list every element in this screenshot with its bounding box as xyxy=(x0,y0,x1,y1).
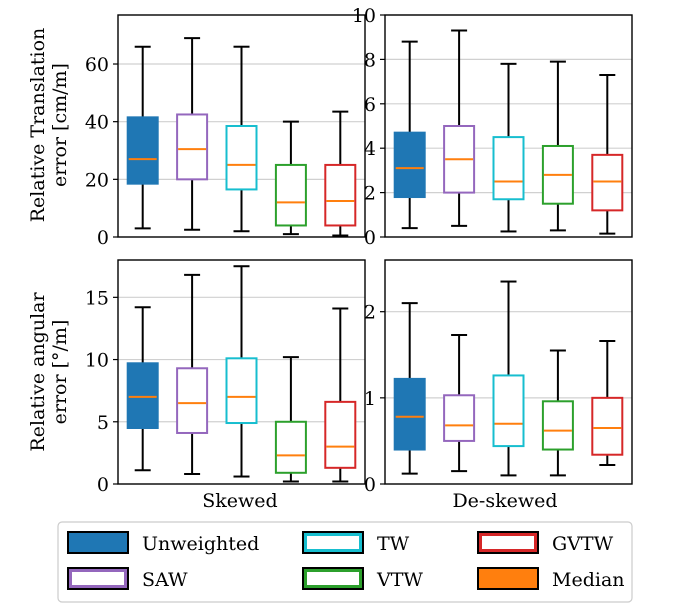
panel-bottom-right: 0 1 2 xyxy=(364,259,633,496)
box-gvtw xyxy=(324,110,357,237)
box-vtw xyxy=(274,120,307,236)
iqr-box xyxy=(443,394,476,442)
y-tick-label: 2 xyxy=(364,302,376,324)
y-tick-label: 0 xyxy=(364,474,376,496)
box-gvtw xyxy=(591,73,624,235)
axes-frame xyxy=(117,259,366,485)
legend-item-tw: TW xyxy=(302,531,410,555)
iqr-box xyxy=(324,400,357,469)
box-saw xyxy=(176,273,209,476)
y-tick-label: 2 xyxy=(364,183,376,205)
axes-frame xyxy=(384,259,633,485)
legend-swatch xyxy=(67,531,129,554)
box-tw xyxy=(492,280,525,477)
row0-ylabel-line2: error [cm/m] xyxy=(49,63,71,187)
iqr-box xyxy=(126,362,159,429)
box-saw xyxy=(176,37,209,231)
plots-area: 0 20 40 60 0 2 4 6 8 10 0 5 10 15 0 1 2 xyxy=(85,5,633,496)
legend-swatch-inner xyxy=(307,572,359,585)
iqr-box xyxy=(393,131,426,199)
iqr-box xyxy=(591,153,624,212)
iqr-box xyxy=(324,163,357,227)
legend-item-unweighted: Unweighted xyxy=(67,531,259,555)
col0-xlabel: Skewed xyxy=(202,490,277,512)
box-unweighted xyxy=(393,40,426,230)
row1-ylabel-line2: error [°/m] xyxy=(49,320,71,425)
box-unweighted xyxy=(393,302,426,475)
legend-label: Unweighted xyxy=(142,533,259,555)
y-tick-label: 60 xyxy=(85,54,109,76)
legend-label: SAW xyxy=(142,569,188,591)
box-tw xyxy=(225,265,258,478)
legend-label: TW xyxy=(377,533,410,555)
y-tick-label: 5 xyxy=(97,412,109,434)
axes-frame xyxy=(117,14,366,238)
iqr-box xyxy=(393,377,426,451)
y-tick-label: 0 xyxy=(97,227,109,249)
box-tw xyxy=(492,62,525,233)
legend-label: GVTW xyxy=(552,533,614,555)
col1-xlabel: De-skewed xyxy=(452,490,557,512)
box-saw xyxy=(443,333,476,473)
legend-item-saw: SAW xyxy=(67,567,188,591)
iqr-box xyxy=(274,163,307,227)
legend-item-gvtw: GVTW xyxy=(477,531,614,555)
y-tick-label: 8 xyxy=(364,49,376,71)
iqr-box xyxy=(492,374,525,448)
box-vtw xyxy=(541,60,574,232)
legend-label: Median xyxy=(552,569,625,591)
y-tick-label: 0 xyxy=(364,227,376,249)
legend-swatch xyxy=(477,567,539,590)
box-gvtw xyxy=(591,339,624,467)
iqr-box xyxy=(225,125,258,191)
row0-ylabel-line1: Relative Translation xyxy=(27,28,49,223)
y-tick-label: 15 xyxy=(85,287,109,309)
y-tick-label: 1 xyxy=(364,388,376,410)
legend-label: VTW xyxy=(376,569,423,591)
iqr-box xyxy=(591,396,624,456)
iqr-box xyxy=(225,357,258,425)
y-tick-label: 10 xyxy=(352,5,376,27)
axes-frame xyxy=(384,14,633,238)
legend-swatch-inner xyxy=(72,572,124,585)
legend-swatch-inner xyxy=(482,536,534,549)
y-tick-label: 20 xyxy=(85,169,109,191)
panel-bottom-left: 0 5 10 15 xyxy=(85,259,366,496)
legend: Unweighted SAW TW VTW GVTW Median xyxy=(57,521,633,603)
panel-top-left: 0 20 40 60 xyxy=(85,14,366,249)
iqr-box xyxy=(126,116,159,185)
row1-ylabel-line1: Relative angular xyxy=(27,292,49,452)
y-tick-label: 40 xyxy=(85,112,109,134)
box-vtw xyxy=(274,356,307,483)
iqr-box xyxy=(176,367,209,434)
legend-item-vtw: VTW xyxy=(302,567,423,591)
y-tick-label: 4 xyxy=(364,138,376,160)
box-unweighted xyxy=(126,306,159,472)
y-tick-label: 10 xyxy=(85,350,109,372)
box-unweighted xyxy=(126,45,159,230)
box-vtw xyxy=(541,349,574,477)
iqr-box xyxy=(541,400,574,451)
legend-item-median: Median xyxy=(477,567,625,591)
iqr-box xyxy=(492,136,525,201)
box-tw xyxy=(225,45,258,233)
box-gvtw xyxy=(324,307,357,483)
panel-top-right: 0 2 4 6 8 10 xyxy=(352,5,633,249)
iqr-box xyxy=(176,113,209,181)
y-tick-label: 6 xyxy=(364,94,376,116)
y-tick-label: 0 xyxy=(97,474,109,496)
legend-swatch-inner xyxy=(307,536,359,549)
iqr-box xyxy=(274,420,307,474)
box-saw xyxy=(443,29,476,227)
